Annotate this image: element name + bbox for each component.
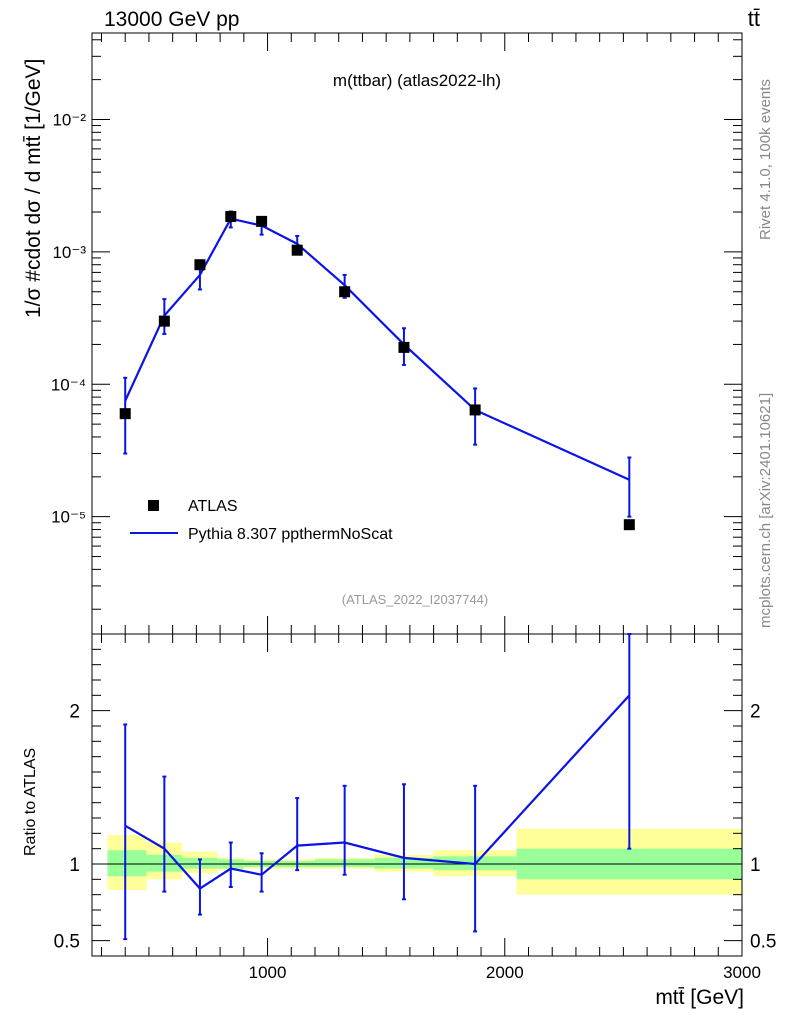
ratio-axis-ticks: 1000 2000 3000 2 2 1 1 0.5 0.5 [54,634,776,982]
main-y-tick-label: 10⁻⁴ [51,375,86,394]
legend-marker-atlas [148,500,159,511]
header-final-state-label: tt̄ [747,6,760,31]
atlas-data-point [623,519,635,531]
atlas-data-points [119,211,635,531]
atlas-data-point [469,404,481,416]
ratio-x-tick-label: 1000 [249,963,287,982]
ratio-uncertainty-bands [92,828,742,895]
atlas-data-point [119,408,131,420]
atlas-data-point [256,215,268,227]
legend: ATLAS Pythia 8.307 ppthermNoScat [130,498,393,543]
atlas-data-point [225,211,237,223]
ratio-series-line [124,694,631,890]
plot-title: m(ttbar) (atlas2022-lh) [333,71,501,90]
main-y-tick-label: 10⁻² [52,110,86,129]
atlas-data-point [339,286,351,298]
mc-series-line [124,217,630,481]
ratio-y-tick-label: 2 [69,702,80,723]
analysis-id-watermark: (ATLAS_2022_I2037744) [342,592,488,607]
legend-label-mc: Pythia 8.307 ppthermNoScat [188,526,393,543]
ratio-y-tick-label-right: 1 [750,855,761,876]
ratio-y-tick-label: 0.5 [54,932,80,953]
ratio-x-tick-label: 3000 [723,963,761,982]
main-plot-frame [91,32,743,635]
x-axis-label: mtt̄ [GeV] [655,986,744,1009]
ratio-x-tick-label: 2000 [486,963,524,982]
legend-label-atlas: ATLAS [188,498,238,515]
atlas-data-point [398,341,410,353]
ratio-y-tick-label-right: 0.5 [750,932,776,953]
main-y-tick-label: 10⁻³ [52,243,86,262]
ratio-curve [123,633,632,941]
ratio-plot-frame [91,633,743,957]
main-y-tick-label: 10⁻⁵ [51,508,86,527]
atlas-data-point [291,244,303,256]
ratio-y-tick-label: 1 [69,855,80,876]
atlas-data-point [158,315,170,327]
mc-curve [123,210,632,518]
ratio-y-tick-label-right: 2 [750,702,761,723]
header-process-label: 13000 GeV pp [104,8,240,31]
main-axis-ticks: 10⁻² 10⁻³ 10⁻⁴ 10⁻⁵ [51,33,743,634]
ratio-band-inner-0 [107,850,147,877]
atlas-data-point [194,259,206,271]
